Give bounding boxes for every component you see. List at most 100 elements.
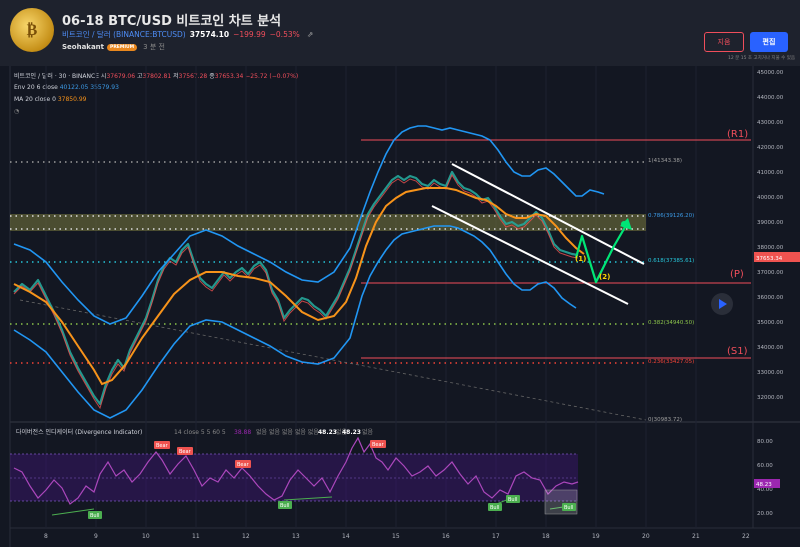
price-tick: 44000.00 <box>757 95 784 101</box>
price-tick: 43000.00 <box>757 120 784 126</box>
bull-signal <box>488 503 502 511</box>
time-tick: 15 <box>392 533 400 540</box>
legend-change: −25.72 (−0.07%) <box>245 73 299 80</box>
idea-title: 06-18 BTC/USD 비트코인 차트 분석 <box>62 14 282 29</box>
premium-badge: PREMIUM <box>107 43 138 51</box>
oscillator-current-value: 48.23 <box>756 482 772 488</box>
bear-signal <box>235 460 251 468</box>
low-value: 37567.28 <box>178 73 208 80</box>
bull-signal <box>506 495 520 503</box>
open-value: 37679.06 <box>106 73 136 80</box>
price-tick: 35000.00 <box>757 320 784 326</box>
high-value: 37802.81 <box>142 73 172 80</box>
current-price-tag <box>754 252 800 262</box>
open-label: 시 <box>100 73 107 80</box>
fib-236-label: 0.236(33427.05) <box>648 359 694 365</box>
oscillator-none-3: 없음 <box>362 428 374 436</box>
current-price-label: 37653.34 <box>756 256 783 262</box>
price-change-pct: −0.53% <box>269 30 300 39</box>
time-tick: 17 <box>492 533 500 540</box>
share-icon[interactable]: ⇗ <box>307 30 314 39</box>
diagonal-trend-line <box>19 299 647 421</box>
legend-symbol[interactable]: 비트코인 / 달러 · 30 · BINANCE <box>14 73 99 80</box>
fib-618-label: 0.618(37385.61) <box>648 258 694 264</box>
s1-label: (S1) <box>727 346 748 357</box>
bull-labels: Bull Bull Bull Bull Bull <box>88 495 576 519</box>
bear-label-text: Bear <box>156 443 169 449</box>
time-tick: 19 <box>592 533 600 540</box>
r1-label: (R1) <box>727 129 748 140</box>
time-axis: 8 9 10 11 12 13 14 15 16 17 18 19 20 21 … <box>44 533 750 540</box>
fib-382-label: 0.382(34940.50) <box>648 320 694 326</box>
price-tick: 41000.00 <box>757 170 784 176</box>
oscillator-params: 14 close 5 5 60 5 <box>174 429 226 436</box>
oscillator-value-1: 38.88 <box>234 429 251 436</box>
oscillator-value-a: 48.23 <box>318 429 337 436</box>
idea-header: ₿ 06-18 BTC/USD 비트코인 차트 분석 비트코인 / 달러 (BI… <box>0 0 800 66</box>
channel-lower-line <box>431 205 629 305</box>
fib-786-label: 0.786(39126.20) <box>648 213 694 219</box>
price-tick: 37000.00 <box>757 270 784 276</box>
time-tick: 13 <box>292 533 300 540</box>
author-avatar[interactable]: ₿ <box>10 8 54 52</box>
bull-label-text: Bull <box>280 503 289 509</box>
price-tick: 39000.00 <box>757 220 784 226</box>
channel-upper-line <box>451 163 645 265</box>
edit-note: 12 분 15 초 고치거나 지울 수 있음 <box>727 56 795 61</box>
bull-label-text: Bull <box>90 513 99 519</box>
price-tick: 40000.00 <box>757 195 784 201</box>
moving-average-line <box>13 187 585 386</box>
ma-label[interactable]: MA 20 close 0 <box>14 96 56 103</box>
oscillator-tick: 80.00 <box>757 439 773 445</box>
p-label: (P) <box>730 269 744 280</box>
oscillator-none-values: 없음 없음 없음 없음 없음 <box>256 428 319 436</box>
wave-1-label: (1) <box>575 255 586 263</box>
time-tick: 11 <box>192 533 200 540</box>
wave-2-label: (2) <box>599 273 610 281</box>
envelope-upper-band <box>13 125 605 325</box>
time-tick: 16 <box>442 533 450 540</box>
fib-0-label: 0(30983.72) <box>648 417 682 423</box>
legend-collapse-icon[interactable]: ◔ <box>14 108 20 115</box>
price-tick: 38000.00 <box>757 245 784 251</box>
ma-legend: MA 20 close 0 37850.99 <box>14 96 86 103</box>
price-tick: 36000.00 <box>757 295 784 301</box>
low-label: 저 <box>173 73 179 80</box>
time-tick: 14 <box>342 533 350 540</box>
pivot-zone <box>10 214 646 231</box>
time-tick: 9 <box>94 533 98 540</box>
time-tick: 12 <box>242 533 250 540</box>
bear-signal <box>154 441 170 449</box>
price-tick: 34000.00 <box>757 345 784 351</box>
bull-label-text: Bull <box>564 505 573 511</box>
time-tick: 8 <box>44 533 48 540</box>
oscillator-value-b: 48.23 <box>342 429 361 436</box>
price-tick: 32000.00 <box>757 395 784 401</box>
posted-time: 3 분 전 <box>143 43 165 51</box>
edit-button[interactable]: 편집 <box>750 32 788 52</box>
close-value: 37653.34 <box>214 73 244 80</box>
envelope-label[interactable]: Env 20 6 close <box>14 84 58 91</box>
oscillator-tick: 20.00 <box>757 511 773 517</box>
symbol-link[interactable]: 비트코인 / 달러 (BINANCE:BTCUSD) <box>62 30 186 39</box>
author-name[interactable]: Seohakant <box>62 43 105 51</box>
bear-label-text: Bear <box>372 442 385 448</box>
bear-label-text: Bear <box>237 462 250 468</box>
play-icon <box>719 299 727 309</box>
envelope-lower-band <box>13 225 577 419</box>
price-change: −199.99 <box>233 30 266 39</box>
bitcoin-logo-icon: ₿ <box>26 20 38 39</box>
bull-signal <box>278 501 292 509</box>
bear-signal <box>177 447 193 455</box>
bull-label-text: Bull <box>490 505 499 511</box>
last-price: 37574.10 <box>189 30 230 39</box>
delete-button[interactable]: 지움 <box>704 32 744 52</box>
price-tick: 42000.00 <box>757 145 784 151</box>
envelope-legend: Env 20 6 close 40122.05 35579.93 <box>14 84 119 91</box>
ohlc-legend: 비트코인 / 달러 · 30 · BINANCE 시37679.06 고3780… <box>14 71 298 80</box>
fib-1-label: 1(41343.38) <box>648 158 682 164</box>
oscillator-title: 다이버전스 인디케이터 (Divergence Indicator) <box>16 428 142 436</box>
symbol-row: 비트코인 / 달러 (BINANCE:BTCUSD) 37574.10 −199.9… <box>62 29 313 40</box>
oscillator-line <box>13 436 579 505</box>
